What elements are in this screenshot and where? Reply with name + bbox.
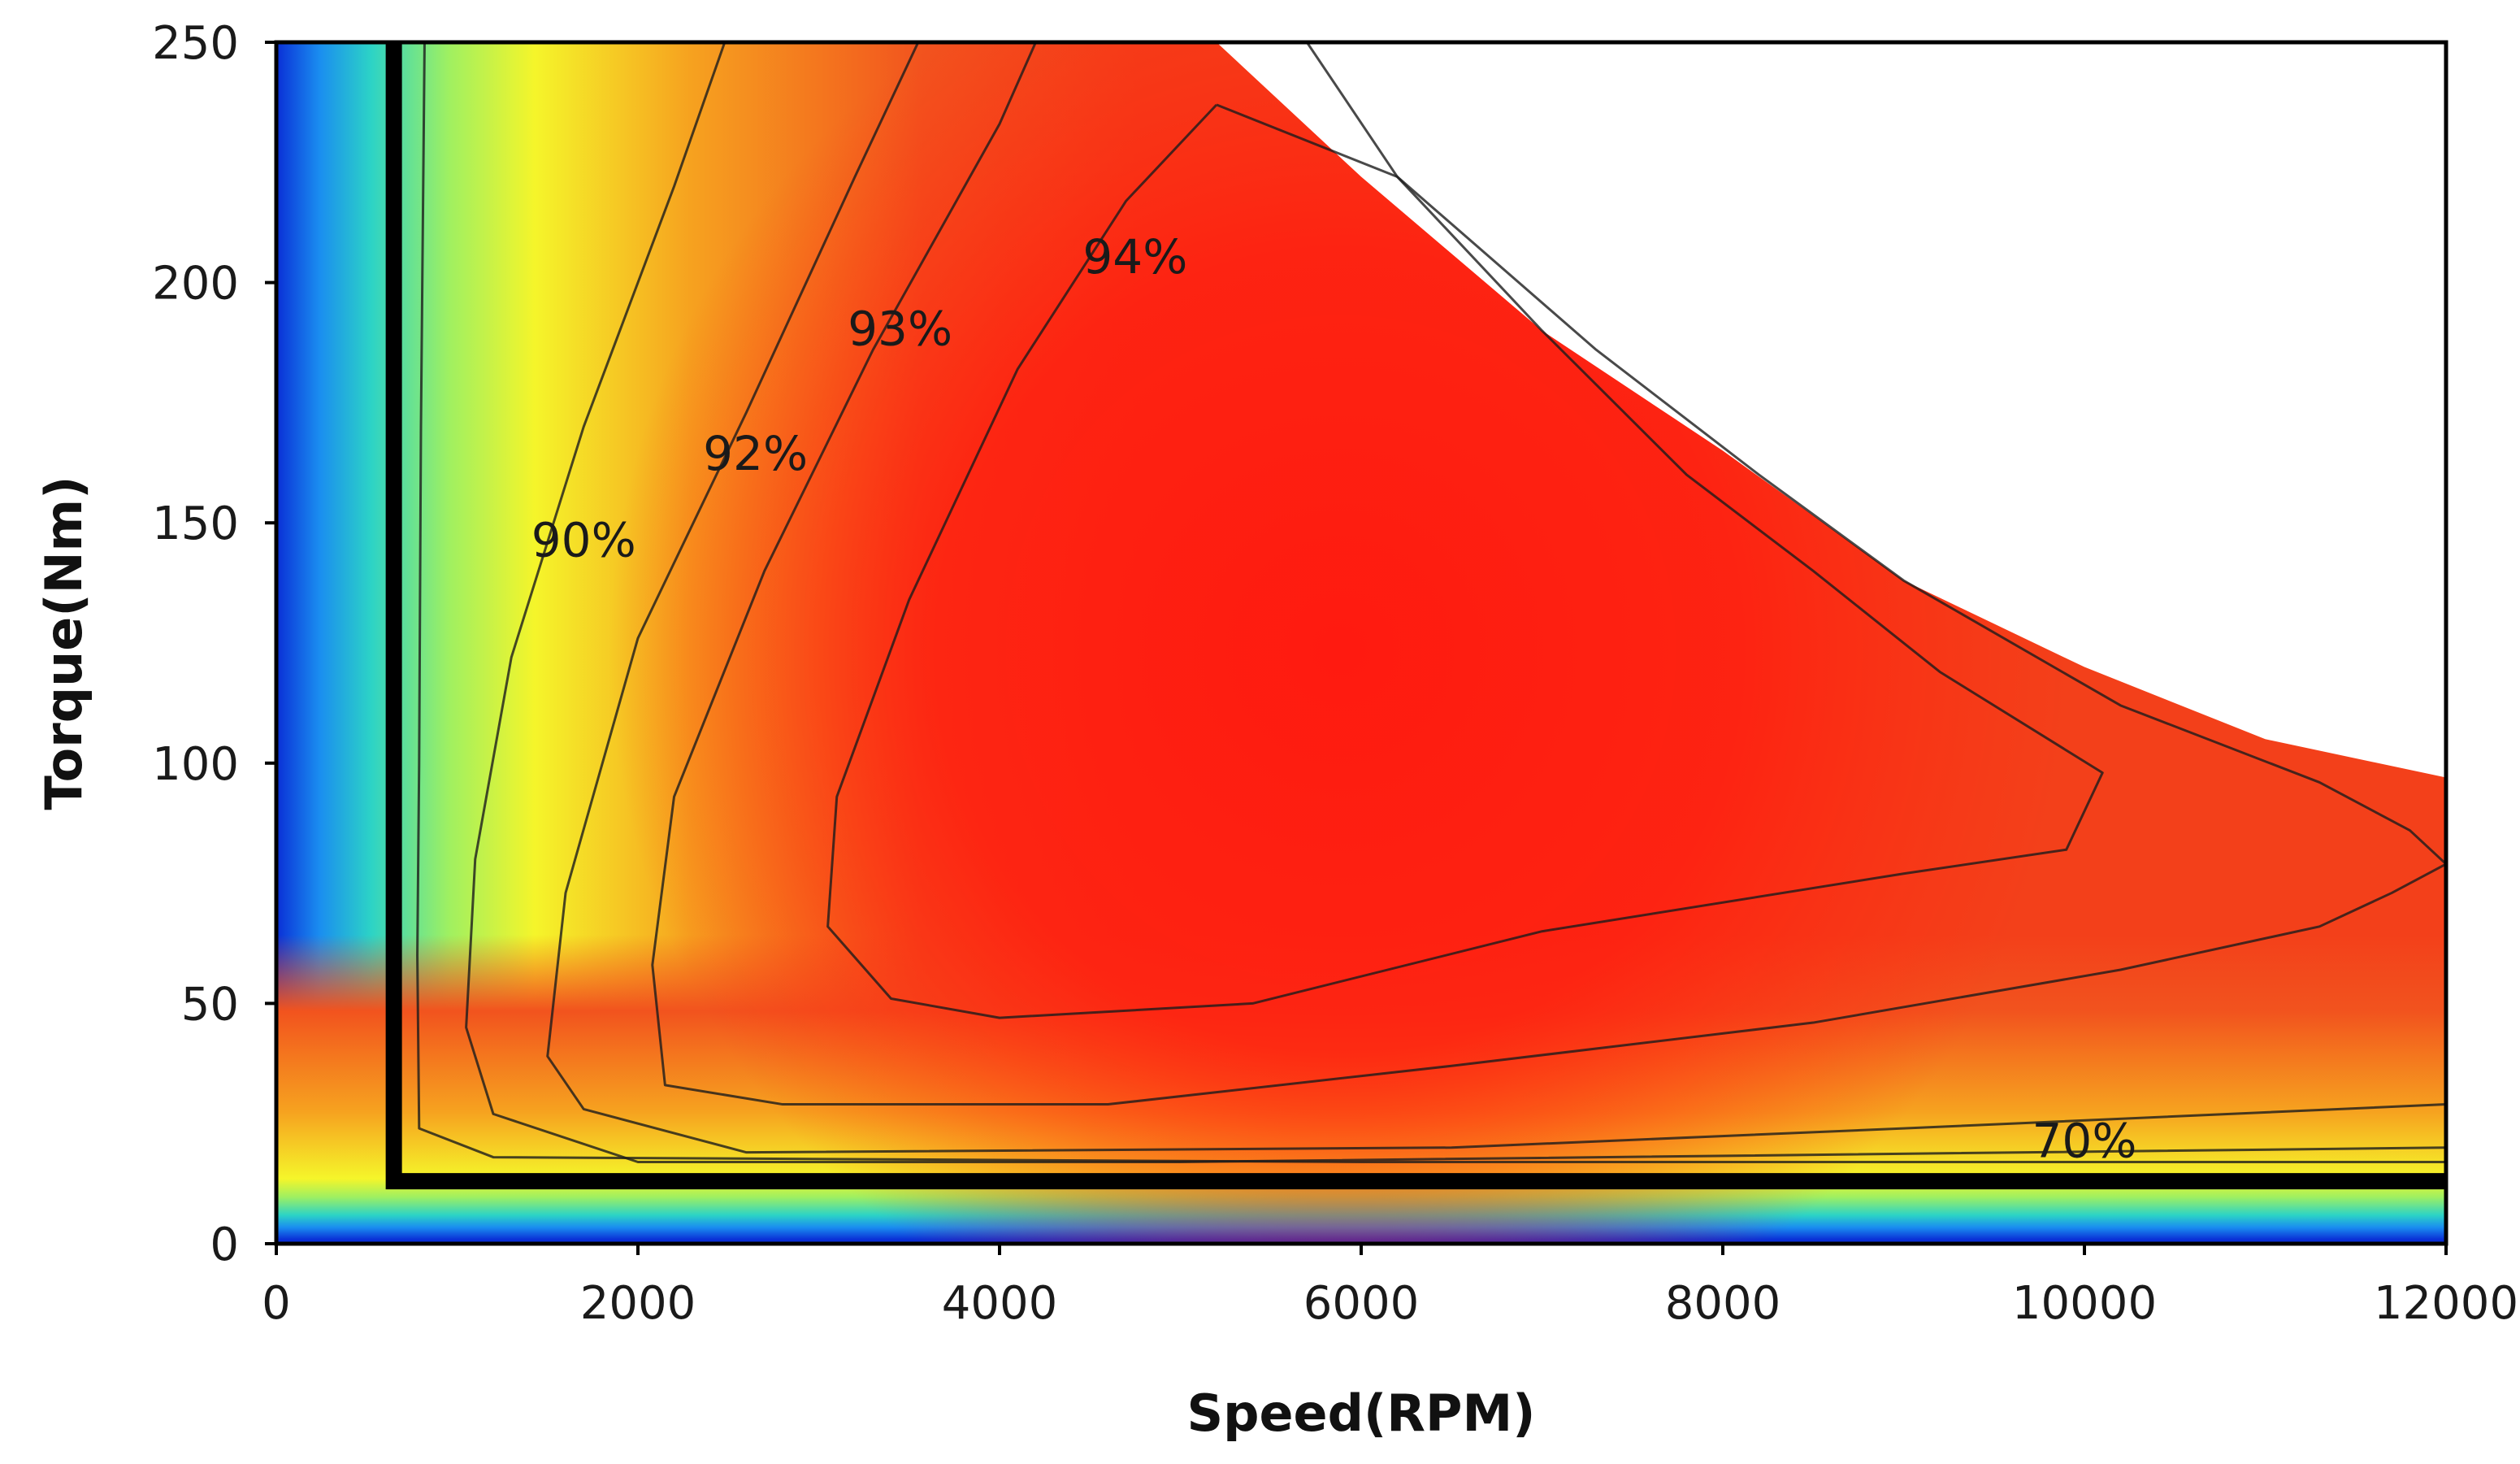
field-peak-efficiency — [276, 42, 2446, 1244]
y-tick-label: 0 — [210, 1219, 239, 1271]
x-tick-label: 12000 — [2374, 1277, 2518, 1330]
contour-label-70pct: 70% — [2032, 1114, 2137, 1169]
x-tick-label: 10000 — [2012, 1277, 2157, 1330]
efficiency-color-field — [276, 42, 2446, 1244]
x-tick-label: 6000 — [1303, 1277, 1420, 1330]
contour-line-70pct — [416, 42, 2446, 1163]
contour-line-94pct — [826, 103, 2104, 1019]
contour-label-94pct: 94% — [1082, 229, 1187, 285]
low-speed-low-torque-boundary — [385, 42, 2446, 1190]
plot-area: 94% 93% 92% 90% 70% — [274, 40, 2448, 1246]
y-tick-label: 150 — [152, 497, 239, 550]
contour-label-93pct: 93% — [848, 301, 952, 356]
y-tick-label: 50 — [181, 978, 239, 1031]
x-tick-label: 8000 — [1665, 1277, 1781, 1330]
x-tick-label: 4000 — [942, 1277, 1058, 1330]
x-axis-title: Speed(RPM) — [1186, 1384, 1535, 1443]
y-axis-title: Torque(Nm) — [34, 476, 93, 810]
x-tick-label: 2000 — [580, 1277, 696, 1330]
contour-labels: 94% 93% 92% 90% 70% — [531, 229, 2137, 1169]
contour-lines — [416, 42, 2446, 1163]
y-tick-label: 250 — [152, 17, 239, 70]
y-tick-label: 200 — [152, 258, 239, 311]
contour-line-93pct — [651, 42, 2446, 1106]
contour-label-92pct: 92% — [703, 426, 808, 481]
contour-label-90pct: 90% — [531, 513, 636, 568]
y-tick-label: 100 — [152, 738, 239, 791]
x-tick-label: 0 — [262, 1277, 291, 1330]
contour-line-92pct — [546, 42, 2446, 1154]
x-axis: 0 2000 4000 6000 8000 10000 12000 — [262, 1244, 2518, 1330]
contour-line-90pct — [465, 42, 2446, 1163]
y-axis: 0 50 100 150 200 250 — [152, 17, 276, 1271]
